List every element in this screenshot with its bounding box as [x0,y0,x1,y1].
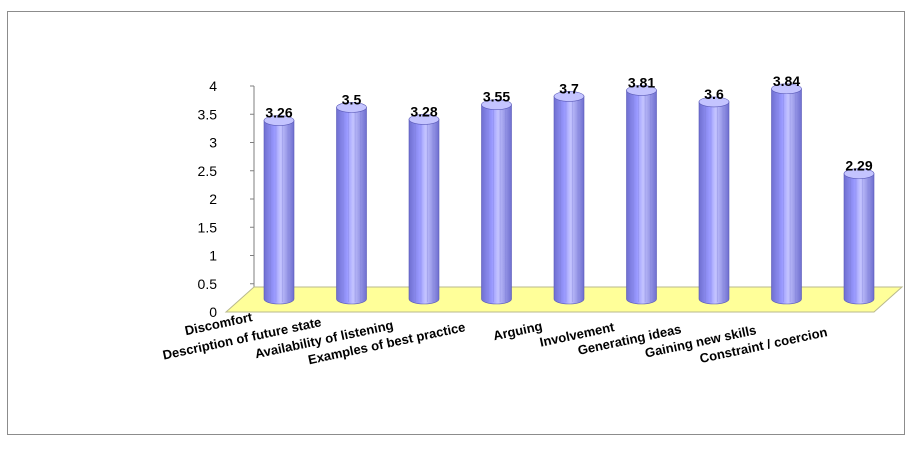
bar [481,99,512,305]
y-tick-label: 1 [209,248,217,264]
bar [698,96,730,305]
bar-data-label: 3.81 [628,74,655,90]
bar [263,115,295,305]
y-tick-label: 0.5 [198,276,218,292]
y-tick-label: 2.5 [198,163,218,179]
y-tick-label: 2 [209,191,217,207]
bar [843,168,875,305]
bar-data-label: 2.29 [845,158,872,174]
bar-cap [771,83,802,95]
bar [626,85,657,305]
bar-data-label: 3.84 [773,73,800,89]
bar-cap [698,96,730,108]
bar [771,83,802,305]
y-tick-label: 1.5 [198,219,218,235]
bar-body [771,88,802,305]
y-tick-label: 0 [209,304,217,320]
y-tick-label: 3 [209,135,217,151]
bar-body [698,101,730,305]
bar-cap [553,91,585,102]
bar-data-label: 3.55 [483,89,510,105]
bar-body [336,107,367,305]
bar-body [626,90,657,305]
chart-border [7,11,905,435]
bar-cap [843,168,875,179]
y-axis-ticks: 0 0.5 1 1.5 2 2.5 3 3.5 4 [198,78,254,320]
bar [336,102,367,305]
bar-data-label: 3.26 [265,105,292,121]
bar-body [481,104,512,305]
bar-data-label: 3.28 [410,103,437,119]
bar-cap [408,114,440,125]
bar-data-label: 3.5 [342,91,362,107]
bars-group: 3.26 3.5 3.28 3.55 3.7 3.81 3.6 3.84 2.29 [263,73,875,305]
bar-cap [263,115,295,126]
bar [408,114,440,305]
bar-cap [336,102,367,113]
bar-cap [481,99,512,110]
bar-body [408,119,440,305]
bar-data-label: 3.7 [559,80,579,96]
bar-data-label: 3.6 [704,86,724,102]
bar [553,91,585,305]
bar-body [553,96,585,305]
bar-body [843,173,875,305]
bar-body [263,120,295,305]
bar-cap [626,85,657,96]
y-tick-label: 3.5 [198,106,218,122]
y-tick-label: 4 [209,78,217,94]
